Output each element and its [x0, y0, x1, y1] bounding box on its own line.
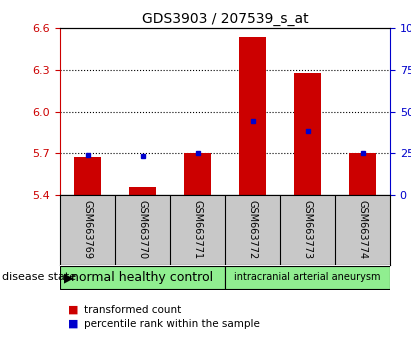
Text: ■: ■ — [68, 319, 79, 329]
Text: ■: ■ — [68, 305, 79, 315]
Text: percentile rank within the sample: percentile rank within the sample — [84, 319, 260, 329]
Text: GSM663770: GSM663770 — [138, 200, 148, 259]
Bar — [129, 187, 156, 195]
Text: disease state: disease state — [2, 273, 76, 282]
Text: normal healthy control: normal healthy control — [72, 271, 214, 284]
Text: GSM663771: GSM663771 — [192, 200, 203, 259]
Bar — [74, 157, 101, 195]
Title: GDS3903 / 207539_s_at: GDS3903 / 207539_s_at — [142, 12, 308, 25]
Text: GSM663773: GSM663773 — [302, 200, 312, 259]
Bar — [349, 153, 376, 195]
Text: intracranial arterial aneurysm: intracranial arterial aneurysm — [234, 273, 381, 282]
Bar — [294, 73, 321, 195]
Bar — [184, 153, 211, 195]
Text: GSM663769: GSM663769 — [83, 200, 92, 259]
Text: GSM663774: GSM663774 — [358, 200, 367, 259]
Text: GSM663772: GSM663772 — [247, 200, 258, 259]
Text: transformed count: transformed count — [84, 305, 182, 315]
Bar — [239, 37, 266, 195]
Bar — [60, 266, 225, 289]
Bar — [225, 266, 390, 289]
Text: ▶: ▶ — [64, 271, 73, 284]
